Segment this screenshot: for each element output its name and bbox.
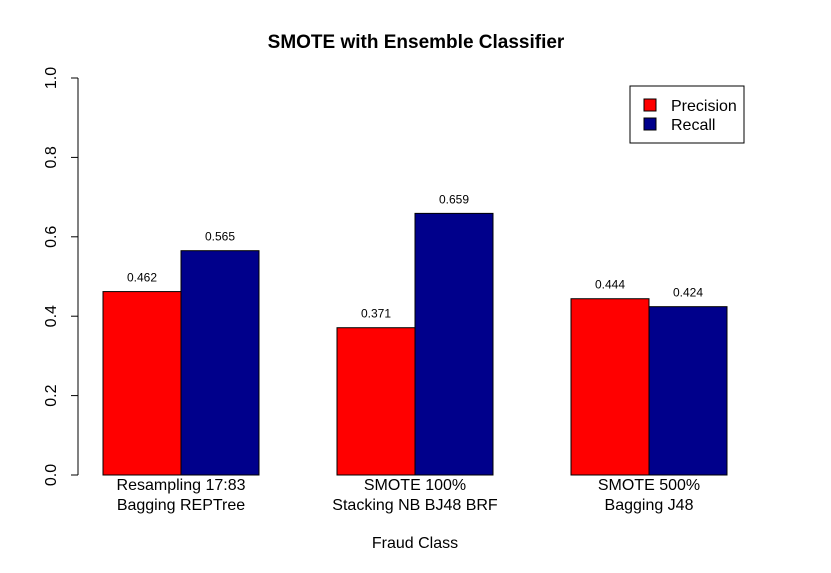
legend-label: Recall	[671, 117, 715, 134]
x-tick-label: SMOTE 500%	[598, 477, 700, 494]
y-tick-label: 0.2	[43, 384, 60, 406]
bar-recall	[648, 306, 728, 476]
legend-swatch-recall	[643, 117, 657, 131]
y-tick-label: 1.0	[43, 67, 60, 89]
bar-value-label: 0.444	[595, 278, 625, 292]
bar-recall	[414, 212, 494, 476]
chart-title: SMOTE with Ensemble Classifier	[268, 32, 565, 53]
legend-label: Precision	[671, 98, 737, 115]
bar-value-label: 0.424	[673, 286, 703, 300]
x-axis-title: Fraud Class	[372, 535, 458, 552]
x-tick-label: Stacking NB BJ48 BRF	[332, 497, 498, 514]
bar-precision	[336, 327, 416, 476]
bars	[102, 212, 728, 476]
x-tick-label: Bagging REPTree	[117, 497, 245, 514]
legend-box	[629, 85, 745, 144]
y-tick-label: 0.6	[43, 226, 60, 248]
bar-value-label: 0.565	[205, 230, 235, 244]
x-axis-labels: Resampling 17:83 Bagging REPTree SMOTE 100…	[117, 477, 701, 514]
bar-value-label: 0.659	[439, 192, 469, 206]
legend: Precision Recall	[629, 85, 745, 144]
bar-labels: 0.462 0.565 0.371 0.659 0.444 0.424	[127, 192, 703, 320]
bar-value-label: 0.462	[127, 271, 157, 285]
bar-precision	[570, 298, 650, 476]
y-tick-label: 0.8	[43, 146, 60, 168]
bar-recall	[180, 250, 260, 476]
x-tick-label: Resampling 17:83	[117, 477, 246, 494]
bar-value-label: 0.371	[361, 307, 391, 321]
y-tick-label: 0.4	[43, 305, 60, 327]
y-axis: 0.0 0.2 0.4 0.6 0.8 1.0	[43, 67, 79, 486]
legend-swatch-precision	[643, 98, 657, 112]
x-tick-label: Bagging J48	[605, 497, 694, 514]
x-tick-label: SMOTE 100%	[364, 477, 466, 494]
y-tick-label: 0.0	[43, 464, 60, 486]
bar-precision	[102, 291, 182, 476]
